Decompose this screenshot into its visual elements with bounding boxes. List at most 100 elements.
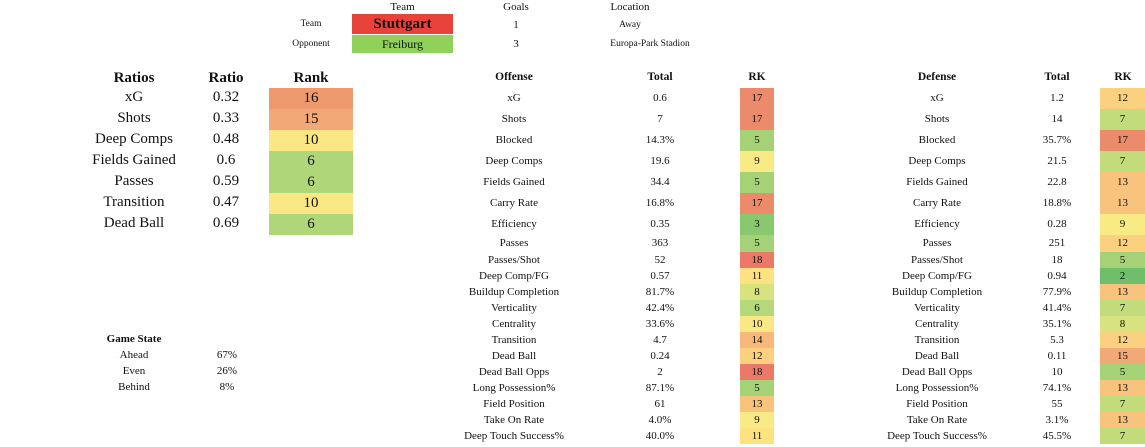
- offense-row-rank-cell: 13: [740, 396, 774, 412]
- defense-row-total: 18.8%: [1042, 197, 1072, 209]
- ratio-rank-cell: 16: [269, 88, 353, 109]
- offense-row-name: Carry Rate: [490, 197, 538, 209]
- defense-row-name: Dead Ball: [914, 350, 960, 362]
- defense-row-total: 35.1%: [1042, 318, 1072, 330]
- game-state-label: Behind: [118, 381, 150, 393]
- ratio-value: 0.69: [212, 215, 240, 231]
- defense-row-total: 14: [1051, 113, 1063, 125]
- defense-row-total: 35.7%: [1042, 134, 1072, 146]
- offense-row-name: Passes/Shot: [488, 254, 540, 266]
- game-state-label: Even: [122, 365, 146, 377]
- defense-row-total: 0.11: [1047, 350, 1067, 362]
- ratio-value: 0.48: [212, 131, 240, 147]
- offense-row-name: xG: [507, 92, 521, 104]
- offense-row-rank-cell: 8: [740, 284, 774, 300]
- defense-row-rank-cell: 7: [1100, 300, 1145, 316]
- offense-row-total: 14.3%: [645, 134, 675, 146]
- defense-header-rk: RK: [1114, 71, 1132, 83]
- offense-header-total: Total: [647, 71, 673, 83]
- offense-row-rank-cell: 6: [740, 300, 774, 316]
- defense-row-name: Take On Rate: [906, 414, 968, 426]
- offense-row-name: Take On Rate: [483, 414, 545, 426]
- offense-row-total: 0.24: [650, 350, 670, 362]
- ratio-name: Dead Ball: [103, 215, 165, 231]
- defense-row-name: Verticality: [914, 302, 960, 314]
- defense-row-rank-cell: 13: [1100, 380, 1145, 396]
- defense-row-total: 21.5: [1047, 155, 1067, 167]
- offense-row-rank-cell: 9: [740, 412, 774, 428]
- offense-row-rank-cell: 11: [740, 268, 774, 284]
- defense-row-name: Carry Rate: [913, 197, 961, 209]
- offense-row-total: 363: [651, 237, 669, 249]
- defense-row-rank-cell: 17: [1100, 130, 1145, 151]
- header-location: Location: [610, 1, 650, 13]
- opponent-name-cell: Freiburg: [352, 35, 453, 53]
- defense-row-rank-cell: 7: [1100, 396, 1145, 412]
- offense-row-rank-cell: 18: [740, 364, 774, 380]
- ratio-rank-cell: 6: [269, 151, 353, 172]
- team-location: Away: [619, 20, 641, 30]
- defense-row-name: Transition: [914, 334, 960, 346]
- offense-row-name: Verticality: [491, 302, 537, 314]
- ratio-name: xG: [124, 89, 144, 105]
- offense-row-total: 34.4: [650, 176, 670, 188]
- ratio-rank-cell: 10: [269, 193, 353, 214]
- defense-row-total: 22.8: [1047, 176, 1067, 188]
- offense-row-rank-cell: 5: [740, 130, 774, 151]
- defense-row-total: 1.2: [1050, 92, 1064, 104]
- offense-row-rank-cell: 10: [740, 316, 774, 332]
- defense-row-name: Buildup Completion: [891, 286, 983, 298]
- ratio-value: 0.32: [212, 89, 240, 105]
- team-goals: 1: [513, 19, 519, 31]
- defense-row-name: Passes: [922, 237, 952, 249]
- offense-row-name: Passes: [499, 237, 529, 249]
- offense-row-name: Dead Ball Opps: [478, 366, 550, 378]
- defense-row-name: Deep Comps: [908, 155, 966, 167]
- defense-row-name: Centrality: [915, 318, 959, 330]
- defense-row-rank-cell: 7: [1100, 109, 1145, 130]
- defense-row-total: 0.94: [1047, 270, 1067, 282]
- offense-row-total: 33.6%: [645, 318, 675, 330]
- ratios-header-ratio: Ratio: [208, 70, 244, 86]
- offense-row-rank-cell: 9: [740, 151, 774, 172]
- header-goals: Goals: [503, 1, 529, 13]
- offense-row-name: Buildup Completion: [468, 286, 560, 298]
- ratio-value: 0.33: [212, 110, 240, 126]
- offense-row-total: 61: [654, 398, 666, 410]
- defense-header-total: Total: [1044, 71, 1070, 83]
- offense-row-name: Field Position: [483, 398, 545, 410]
- offense-header-rk: RK: [748, 71, 766, 83]
- defense-row-total: 0.28: [1047, 218, 1067, 230]
- opponent-goals: 3: [513, 38, 519, 50]
- offense-row-name: Fields Gained: [483, 176, 545, 188]
- defense-row-total: 251: [1048, 237, 1066, 249]
- offense-row-rank-cell: 5: [740, 380, 774, 396]
- defense-row-rank-cell: 5: [1100, 364, 1145, 380]
- ratio-rank-cell: 10: [269, 130, 353, 151]
- ratios-header-rank: Rank: [293, 70, 329, 86]
- defense-row-total: 77.9%: [1042, 286, 1072, 298]
- defense-row-rank-cell: 5: [1100, 252, 1145, 268]
- defense-row-rank-cell: 12: [1100, 88, 1145, 109]
- offense-row-total: 81.7%: [645, 286, 675, 298]
- defense-row-total: 10: [1051, 366, 1063, 378]
- offense-row-total: 16.8%: [645, 197, 675, 209]
- defense-row-name: Passes/Shot: [911, 254, 963, 266]
- offense-row-total: 0.57: [650, 270, 670, 282]
- offense-row-total: 40.0%: [645, 430, 675, 442]
- offense-row-rank-cell: 14: [740, 332, 774, 348]
- defense-row-rank-cell: 2: [1100, 268, 1145, 284]
- defense-row-name: Deep Comp/FG: [902, 270, 972, 282]
- ratio-name: Deep Comps: [95, 131, 173, 147]
- defense-row-rank-cell: 13: [1100, 172, 1145, 193]
- defense-row-rank-cell: 13: [1100, 412, 1145, 428]
- defense-row-rank-cell: 7: [1100, 151, 1145, 172]
- offense-row-name: Long Possession%: [472, 382, 556, 394]
- defense-row-total: 3.1%: [1045, 414, 1069, 426]
- team-label: Team: [300, 19, 322, 29]
- defense-row-total: 74.1%: [1042, 382, 1072, 394]
- defense-row-name: Long Possession%: [895, 382, 979, 394]
- offense-row-total: 4.7: [653, 334, 667, 346]
- ratio-name: Transition: [103, 194, 165, 210]
- offense-row-total: 87.1%: [645, 382, 675, 394]
